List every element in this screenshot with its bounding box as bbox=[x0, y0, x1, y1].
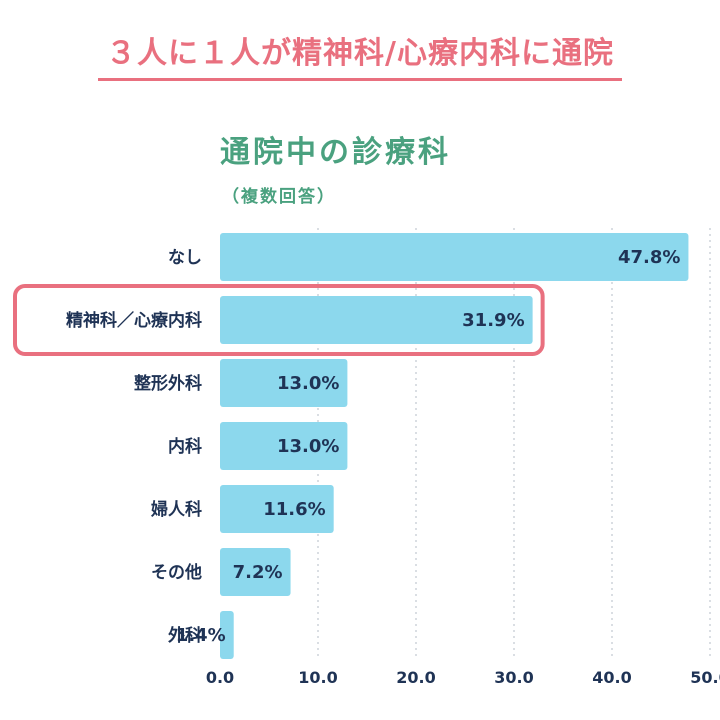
chart-subtitle: （複数回答） bbox=[222, 186, 336, 207]
bar bbox=[220, 422, 348, 470]
x-tick-label: 20.0 bbox=[396, 668, 435, 687]
x-tick-label: 0.0 bbox=[206, 668, 234, 687]
x-tick-label: 40.0 bbox=[592, 668, 631, 687]
bar bbox=[220, 611, 234, 659]
bar-value-label: 7.2% bbox=[233, 562, 283, 583]
category-label: 婦人科 bbox=[150, 499, 202, 520]
category-label: 整形外科 bbox=[134, 373, 202, 394]
x-tick-label: 30.0 bbox=[494, 668, 533, 687]
bar bbox=[220, 233, 689, 281]
grid-lines bbox=[317, 228, 711, 660]
bar-value-label: 11.6% bbox=[263, 499, 325, 520]
bar bbox=[220, 485, 334, 533]
category-label: 内科 bbox=[168, 436, 202, 457]
bars: 47.8% 31.9% 13.0% 13.0% 11.6% 7.2% 1.4% bbox=[176, 233, 689, 659]
bar-value-label: 31.9% bbox=[462, 310, 524, 331]
x-axis: 0.0 10.0 20.0 30.0 40.0 50.0 bbox=[206, 668, 720, 687]
highlight-box bbox=[13, 284, 545, 356]
headline-text: ３人に１人が精神科/心療内科に通院 bbox=[98, 28, 622, 81]
chart-title: 通院中の診療科 bbox=[220, 135, 451, 170]
category-label: その他 bbox=[151, 562, 202, 583]
x-tick-label: 10.0 bbox=[298, 668, 337, 687]
headline: ３人に１人が精神科/心療内科に通院 bbox=[0, 28, 720, 81]
bar-value-label: 13.0% bbox=[277, 373, 339, 394]
bar bbox=[220, 296, 533, 344]
x-tick-label: 50.0 bbox=[690, 668, 720, 687]
bar-value-label: 13.0% bbox=[277, 436, 339, 457]
category-label: 精神科／心療内科 bbox=[66, 310, 202, 331]
highlight-box-group bbox=[13, 284, 545, 356]
category-label: なし bbox=[168, 248, 202, 268]
bar-value-label: 47.8% bbox=[618, 247, 680, 268]
bar bbox=[220, 359, 348, 407]
bar-value-label: 1.4% bbox=[176, 625, 226, 646]
category-label: 外科 bbox=[168, 625, 202, 646]
bar bbox=[220, 548, 291, 596]
